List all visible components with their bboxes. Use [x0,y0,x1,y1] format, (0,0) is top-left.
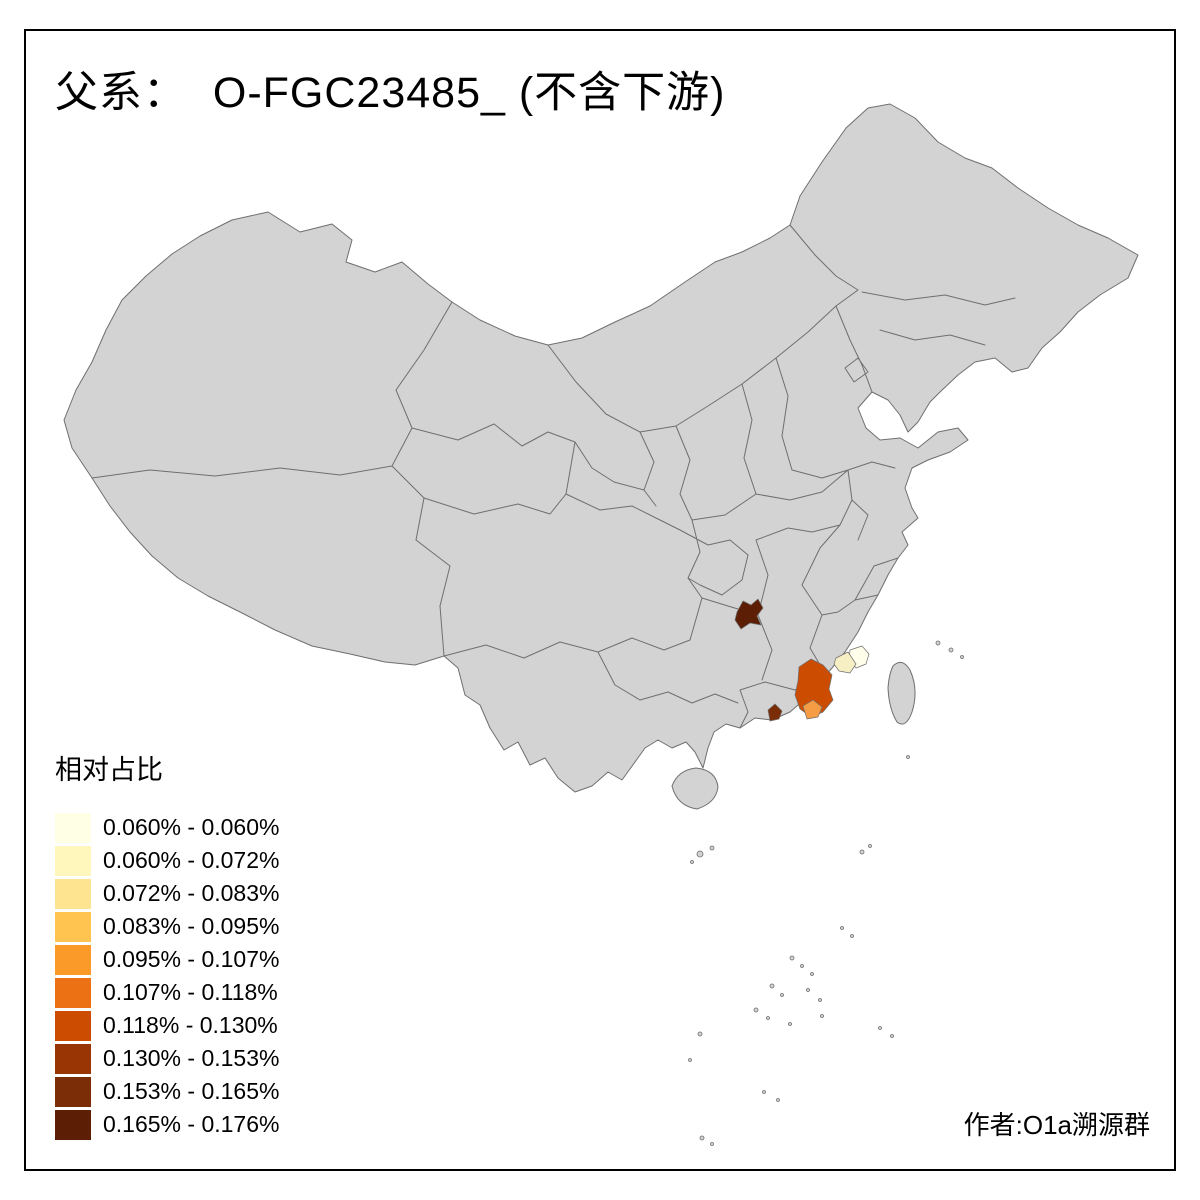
legend-swatch [55,977,91,1008]
highlight-region-southeast-light-orange [802,699,823,720]
legend-label: 0.095% - 0.107% [103,946,280,972]
highlight-region-east-coast-cream [833,651,857,674]
legend-item: 0.165% - 0.176% [55,1108,279,1141]
legend-item: 0.060% - 0.072% [55,844,279,877]
highlight-region-south-coast-small-dark [767,703,783,722]
highlight-region-central-south-dark [734,598,764,630]
legend-label: 0.060% - 0.060% [103,814,280,840]
legend-label: 0.165% - 0.176% [103,1111,280,1137]
legend-item: 0.118% - 0.130% [55,1009,279,1042]
legend-swatch [55,1076,91,1107]
legend-label: 0.060% - 0.072% [103,847,280,873]
page-title: 父系： O-FGC23485_ (不含下游) [55,69,726,117]
legend: 相对占比 0.060% - 0.060% 0.060% - 0.072% 0.0… [55,748,279,1141]
author-credit: 作者:O1a溯源群 [963,1110,1150,1140]
hainan-island [671,767,719,810]
legend-label: 0.107% - 0.118% [103,979,278,1005]
legend-label: 0.083% - 0.095% [103,913,280,939]
taiwan-island [887,661,916,725]
province-borders [91,224,1016,729]
legend-swatch [55,911,91,942]
legend-label: 0.072% - 0.083% [103,880,280,906]
legend-swatch [55,1010,91,1041]
china-mainland [63,103,1139,793]
legend-item: 0.095% - 0.107% [55,943,279,976]
legend-item: 0.060% - 0.060% [55,811,279,844]
legend-swatch [55,878,91,909]
legend-item: 0.072% - 0.083% [55,877,279,910]
legend-swatch [55,1043,91,1074]
legend-item: 0.153% - 0.165% [55,1075,279,1108]
legend-item: 0.107% - 0.118% [55,976,279,1009]
legend-item: 0.130% - 0.153% [55,1042,279,1075]
legend-label: 0.153% - 0.165% [103,1078,280,1104]
south-china-sea-islets [688,640,964,1146]
legend-title: 相对占比 [55,755,163,785]
legend-swatch [55,1109,91,1140]
legend-label: 0.118% - 0.130% [103,1012,278,1038]
legend-swatch [55,845,91,876]
highlight-region-southeast-orange [794,658,834,718]
legend-swatch [55,944,91,975]
legend-label: 0.130% - 0.153% [103,1045,280,1071]
legend-swatch [55,812,91,843]
legend-item: 0.083% - 0.095% [55,910,279,943]
